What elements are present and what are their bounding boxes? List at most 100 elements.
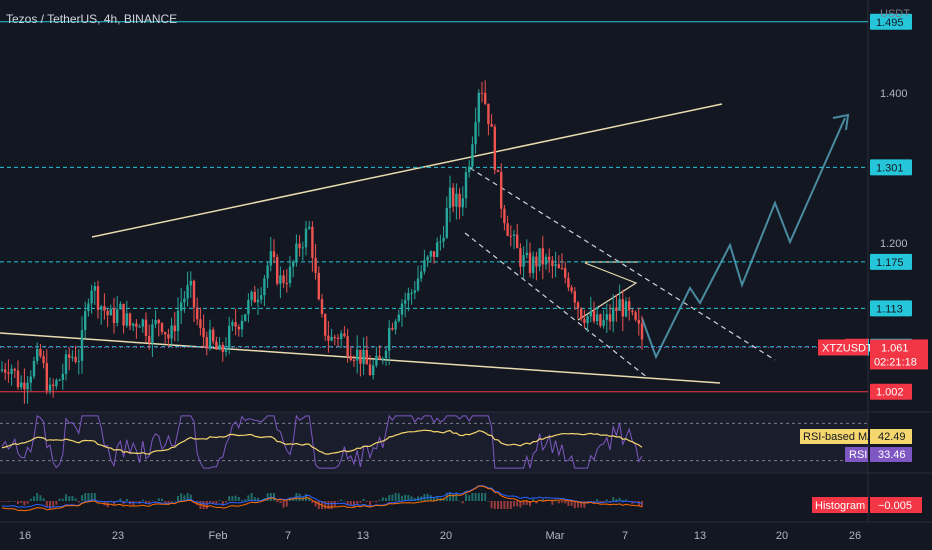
- histogram-bar: [324, 501, 327, 509]
- channel-lower-dashed[interactable]: [464, 232, 649, 379]
- histogram-bar: [410, 496, 413, 501]
- candle-body: [96, 286, 100, 310]
- histogram-bar: [388, 495, 391, 501]
- candle-body: [80, 330, 84, 361]
- histogram-bar: [337, 501, 339, 502]
- candle-body: [535, 256, 538, 267]
- histogram-bar: [340, 499, 343, 501]
- rsi-ma-tag-bg: [800, 429, 868, 444]
- histogram-bar: [4, 501, 7, 502]
- candle-body: [538, 248, 541, 267]
- histogram-bar: [68, 496, 71, 501]
- rsi-ma-value: 42.49: [878, 431, 906, 443]
- histogram-bar: [506, 501, 509, 509]
- candle-body: [212, 329, 215, 342]
- candle-body: [42, 356, 45, 364]
- candle-body: [612, 307, 615, 322]
- histogram-bar: [487, 501, 490, 502]
- candle-body: [570, 287, 573, 292]
- histogram-bar: [180, 493, 183, 501]
- candle-body: [234, 322, 237, 327]
- histogram-bar: [545, 501, 547, 502]
- histogram-bar: [577, 501, 579, 508]
- candle-body: [359, 349, 362, 364]
- candle-body: [52, 384, 55, 387]
- histogram-bar: [330, 501, 333, 509]
- candle-body: [7, 372, 10, 374]
- projection-path[interactable]: [641, 117, 846, 360]
- histogram-bar: [551, 501, 554, 505]
- candle-body: [301, 247, 304, 249]
- histogram-bar: [292, 498, 295, 501]
- candle-body: [340, 333, 343, 340]
- candle-body: [381, 358, 384, 360]
- histogram-bar: [516, 501, 519, 507]
- histogram-bar: [583, 501, 586, 508]
- currency-label: USDT: [880, 8, 910, 20]
- candle-body: [573, 291, 576, 303]
- candle-body: [397, 314, 400, 322]
- level-label-bg: [870, 159, 912, 176]
- candle-body: [503, 208, 506, 224]
- candle-body: [61, 373, 64, 380]
- candle-body: [324, 313, 327, 336]
- candle-body: [240, 320, 244, 330]
- candle-body: [253, 291, 256, 303]
- histogram-bar: [221, 501, 224, 506]
- candle-body: [480, 92, 484, 94]
- histogram-tag-bg: [812, 497, 868, 513]
- candle-body: [58, 379, 61, 381]
- symbol-tag-bg: [818, 339, 868, 356]
- candle-body: [327, 335, 330, 341]
- candle-body: [436, 242, 439, 258]
- candle-body: [109, 308, 112, 316]
- candle-body: [525, 252, 528, 256]
- price-axis[interactable]: 1.4001.2001.4951.3011.1751.1131.062Ask1.…: [800, 13, 928, 513]
- candle-body: [202, 327, 205, 338]
- candle-body: [586, 316, 589, 324]
- histogram-bar: [13, 501, 16, 502]
- histogram-bar: [81, 495, 83, 501]
- candle-countdown: 02:21:18: [874, 356, 917, 368]
- histogram-bar: [177, 495, 179, 501]
- candle-body: [260, 295, 263, 300]
- histogram-bar: [509, 501, 512, 509]
- rsi-ma-tag: RSI-based MA: [803, 431, 875, 443]
- histogram-bar: [349, 501, 352, 506]
- candle-body: [13, 368, 16, 371]
- candle-body: [605, 314, 608, 320]
- histogram-bar: [29, 498, 32, 501]
- histogram-bar: [148, 501, 151, 505]
- channel-upper-dashed[interactable]: [469, 167, 776, 361]
- candle-body: [468, 166, 471, 173]
- candle-body: [557, 264, 560, 269]
- candle-body: [564, 268, 567, 278]
- histogram-bar: [228, 495, 231, 501]
- candle-body: [416, 278, 420, 291]
- candle-body: [541, 248, 544, 265]
- histogram-bar: [154, 501, 157, 502]
- time-axis[interactable]: 16 23 Feb 7 13 20 Mar 7 13 20 26: [19, 530, 861, 542]
- histogram-bar: [250, 493, 253, 501]
- candle-body: [330, 336, 333, 341]
- histogram-bar: [631, 501, 634, 504]
- trendline-upper[interactable]: [91, 103, 723, 238]
- histogram-bar: [58, 498, 61, 501]
- candle-body: [580, 308, 583, 319]
- histogram-bar: [522, 501, 525, 506]
- histogram-bar: [436, 497, 439, 501]
- histogram-bar: [61, 498, 64, 501]
- level-label: 1.113: [876, 303, 903, 315]
- histogram-bar: [612, 497, 615, 501]
- histogram-bar: [449, 493, 451, 501]
- candle-body: [29, 376, 32, 383]
- projection-arrowhead[interactable]: [832, 113, 850, 131]
- candle-body: [141, 319, 144, 327]
- histogram-bar: [471, 493, 474, 501]
- candle-body: [285, 283, 288, 285]
- rsi-line: [1, 414, 643, 469]
- candle-body: [394, 321, 397, 330]
- histogram-bar: [145, 501, 147, 504]
- histogram-bar: [65, 494, 67, 501]
